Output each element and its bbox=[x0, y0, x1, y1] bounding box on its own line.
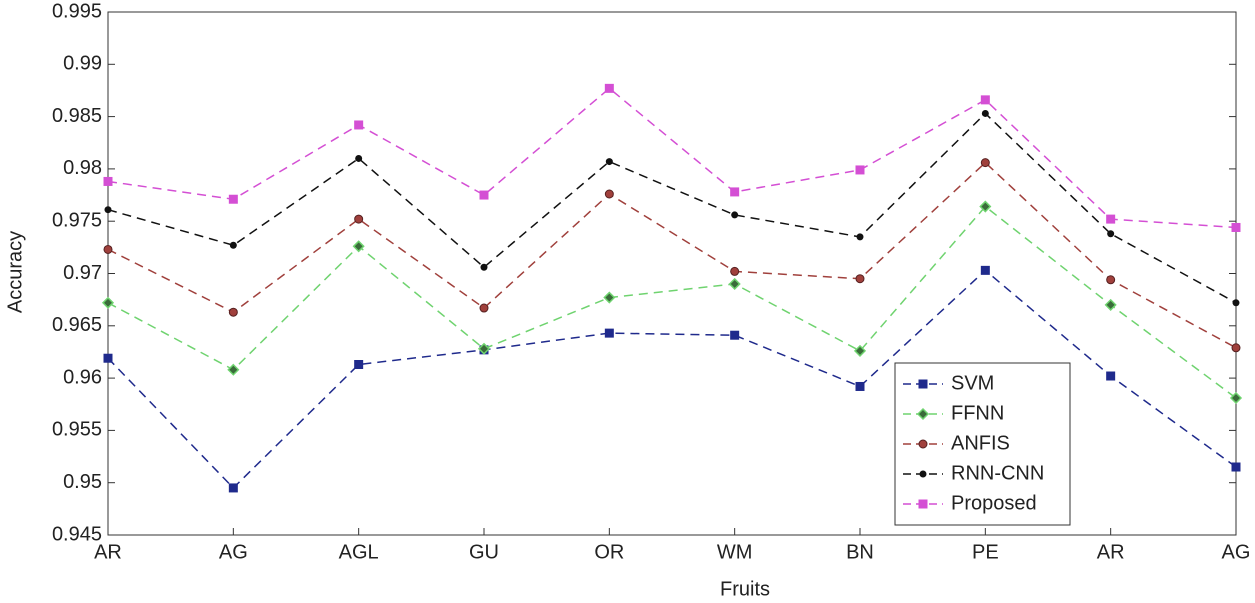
x-tick-label: BN bbox=[846, 541, 874, 563]
y-tick-label: 0.99 bbox=[63, 53, 102, 75]
marker bbox=[101, 296, 115, 309]
y-tick-label: 0.95 bbox=[63, 471, 102, 493]
legend-label: SVM bbox=[951, 372, 994, 394]
y-tick-label: 0.985 bbox=[52, 105, 102, 127]
x-tick-label: AR bbox=[1097, 541, 1125, 563]
marker bbox=[229, 241, 237, 249]
marker bbox=[730, 330, 740, 340]
marker bbox=[604, 83, 614, 93]
marker bbox=[477, 342, 491, 355]
marker bbox=[855, 165, 865, 175]
y-tick-label: 0.965 bbox=[52, 314, 102, 336]
y-tick-label: 0.995 bbox=[52, 0, 102, 22]
x-tick-label: AG bbox=[219, 541, 248, 563]
marker bbox=[604, 328, 614, 338]
marker bbox=[228, 194, 238, 204]
marker bbox=[918, 379, 928, 389]
marker bbox=[1232, 299, 1240, 307]
marker bbox=[730, 266, 740, 276]
marker bbox=[731, 211, 739, 219]
y-tick-label: 0.955 bbox=[52, 419, 102, 441]
marker bbox=[228, 307, 238, 317]
marker bbox=[479, 190, 489, 200]
marker bbox=[1106, 214, 1116, 224]
marker bbox=[918, 439, 928, 449]
y-tick-label: 0.975 bbox=[52, 209, 102, 231]
marker bbox=[603, 291, 616, 304]
marker bbox=[352, 240, 365, 253]
x-tick-label: AR bbox=[94, 541, 122, 563]
marker bbox=[605, 158, 613, 166]
marker bbox=[354, 120, 364, 130]
marker bbox=[980, 95, 990, 105]
marker bbox=[919, 470, 927, 478]
series-line bbox=[107, 161, 1237, 349]
marker bbox=[979, 200, 992, 213]
marker bbox=[479, 303, 489, 313]
marker bbox=[855, 274, 865, 284]
x-axis-label: Fruits bbox=[720, 578, 770, 600]
x-tick-label: PE bbox=[972, 541, 999, 563]
marker bbox=[1231, 462, 1241, 472]
marker bbox=[980, 265, 990, 275]
marker bbox=[853, 344, 867, 357]
marker bbox=[104, 206, 112, 214]
marker bbox=[855, 381, 865, 391]
marker bbox=[355, 154, 363, 162]
marker bbox=[228, 483, 238, 493]
marker bbox=[480, 263, 488, 271]
marker bbox=[103, 176, 113, 186]
legend-label: RNN-CNN bbox=[951, 462, 1044, 484]
marker bbox=[980, 158, 990, 168]
marker bbox=[1106, 275, 1116, 285]
marker bbox=[1104, 298, 1117, 311]
marker bbox=[227, 363, 240, 376]
y-tick-label: 0.945 bbox=[52, 523, 102, 545]
x-tick-label: AG bbox=[1222, 541, 1251, 563]
marker bbox=[1106, 371, 1116, 381]
legend-label: ANFIS bbox=[951, 432, 1010, 454]
marker bbox=[1231, 222, 1241, 232]
marker bbox=[354, 214, 364, 224]
marker bbox=[354, 360, 364, 370]
marker bbox=[1107, 230, 1115, 238]
marker bbox=[916, 407, 930, 421]
series-line bbox=[107, 87, 1237, 229]
series-line bbox=[107, 112, 1237, 304]
marker bbox=[918, 499, 928, 509]
marker bbox=[1231, 343, 1241, 353]
series-line bbox=[107, 205, 1237, 399]
marker bbox=[730, 187, 740, 197]
y-axis-label: Accuracy bbox=[4, 231, 26, 313]
legend-label: Proposed bbox=[951, 492, 1037, 514]
y-tick-label: 0.98 bbox=[63, 157, 102, 179]
legend-label: FFNN bbox=[951, 402, 1004, 424]
marker bbox=[103, 353, 113, 363]
x-tick-label: AGL bbox=[339, 541, 379, 563]
marker bbox=[1229, 391, 1243, 405]
marker bbox=[728, 277, 741, 291]
x-tick-label: GU bbox=[469, 541, 499, 563]
y-tick-label: 0.96 bbox=[63, 366, 102, 388]
marker bbox=[604, 189, 614, 199]
marker bbox=[981, 109, 989, 117]
y-tick-label: 0.97 bbox=[63, 262, 102, 284]
marker bbox=[856, 233, 864, 241]
x-tick-label: WM bbox=[717, 541, 753, 563]
marker bbox=[103, 244, 113, 254]
x-tick-label: OR bbox=[594, 541, 624, 563]
